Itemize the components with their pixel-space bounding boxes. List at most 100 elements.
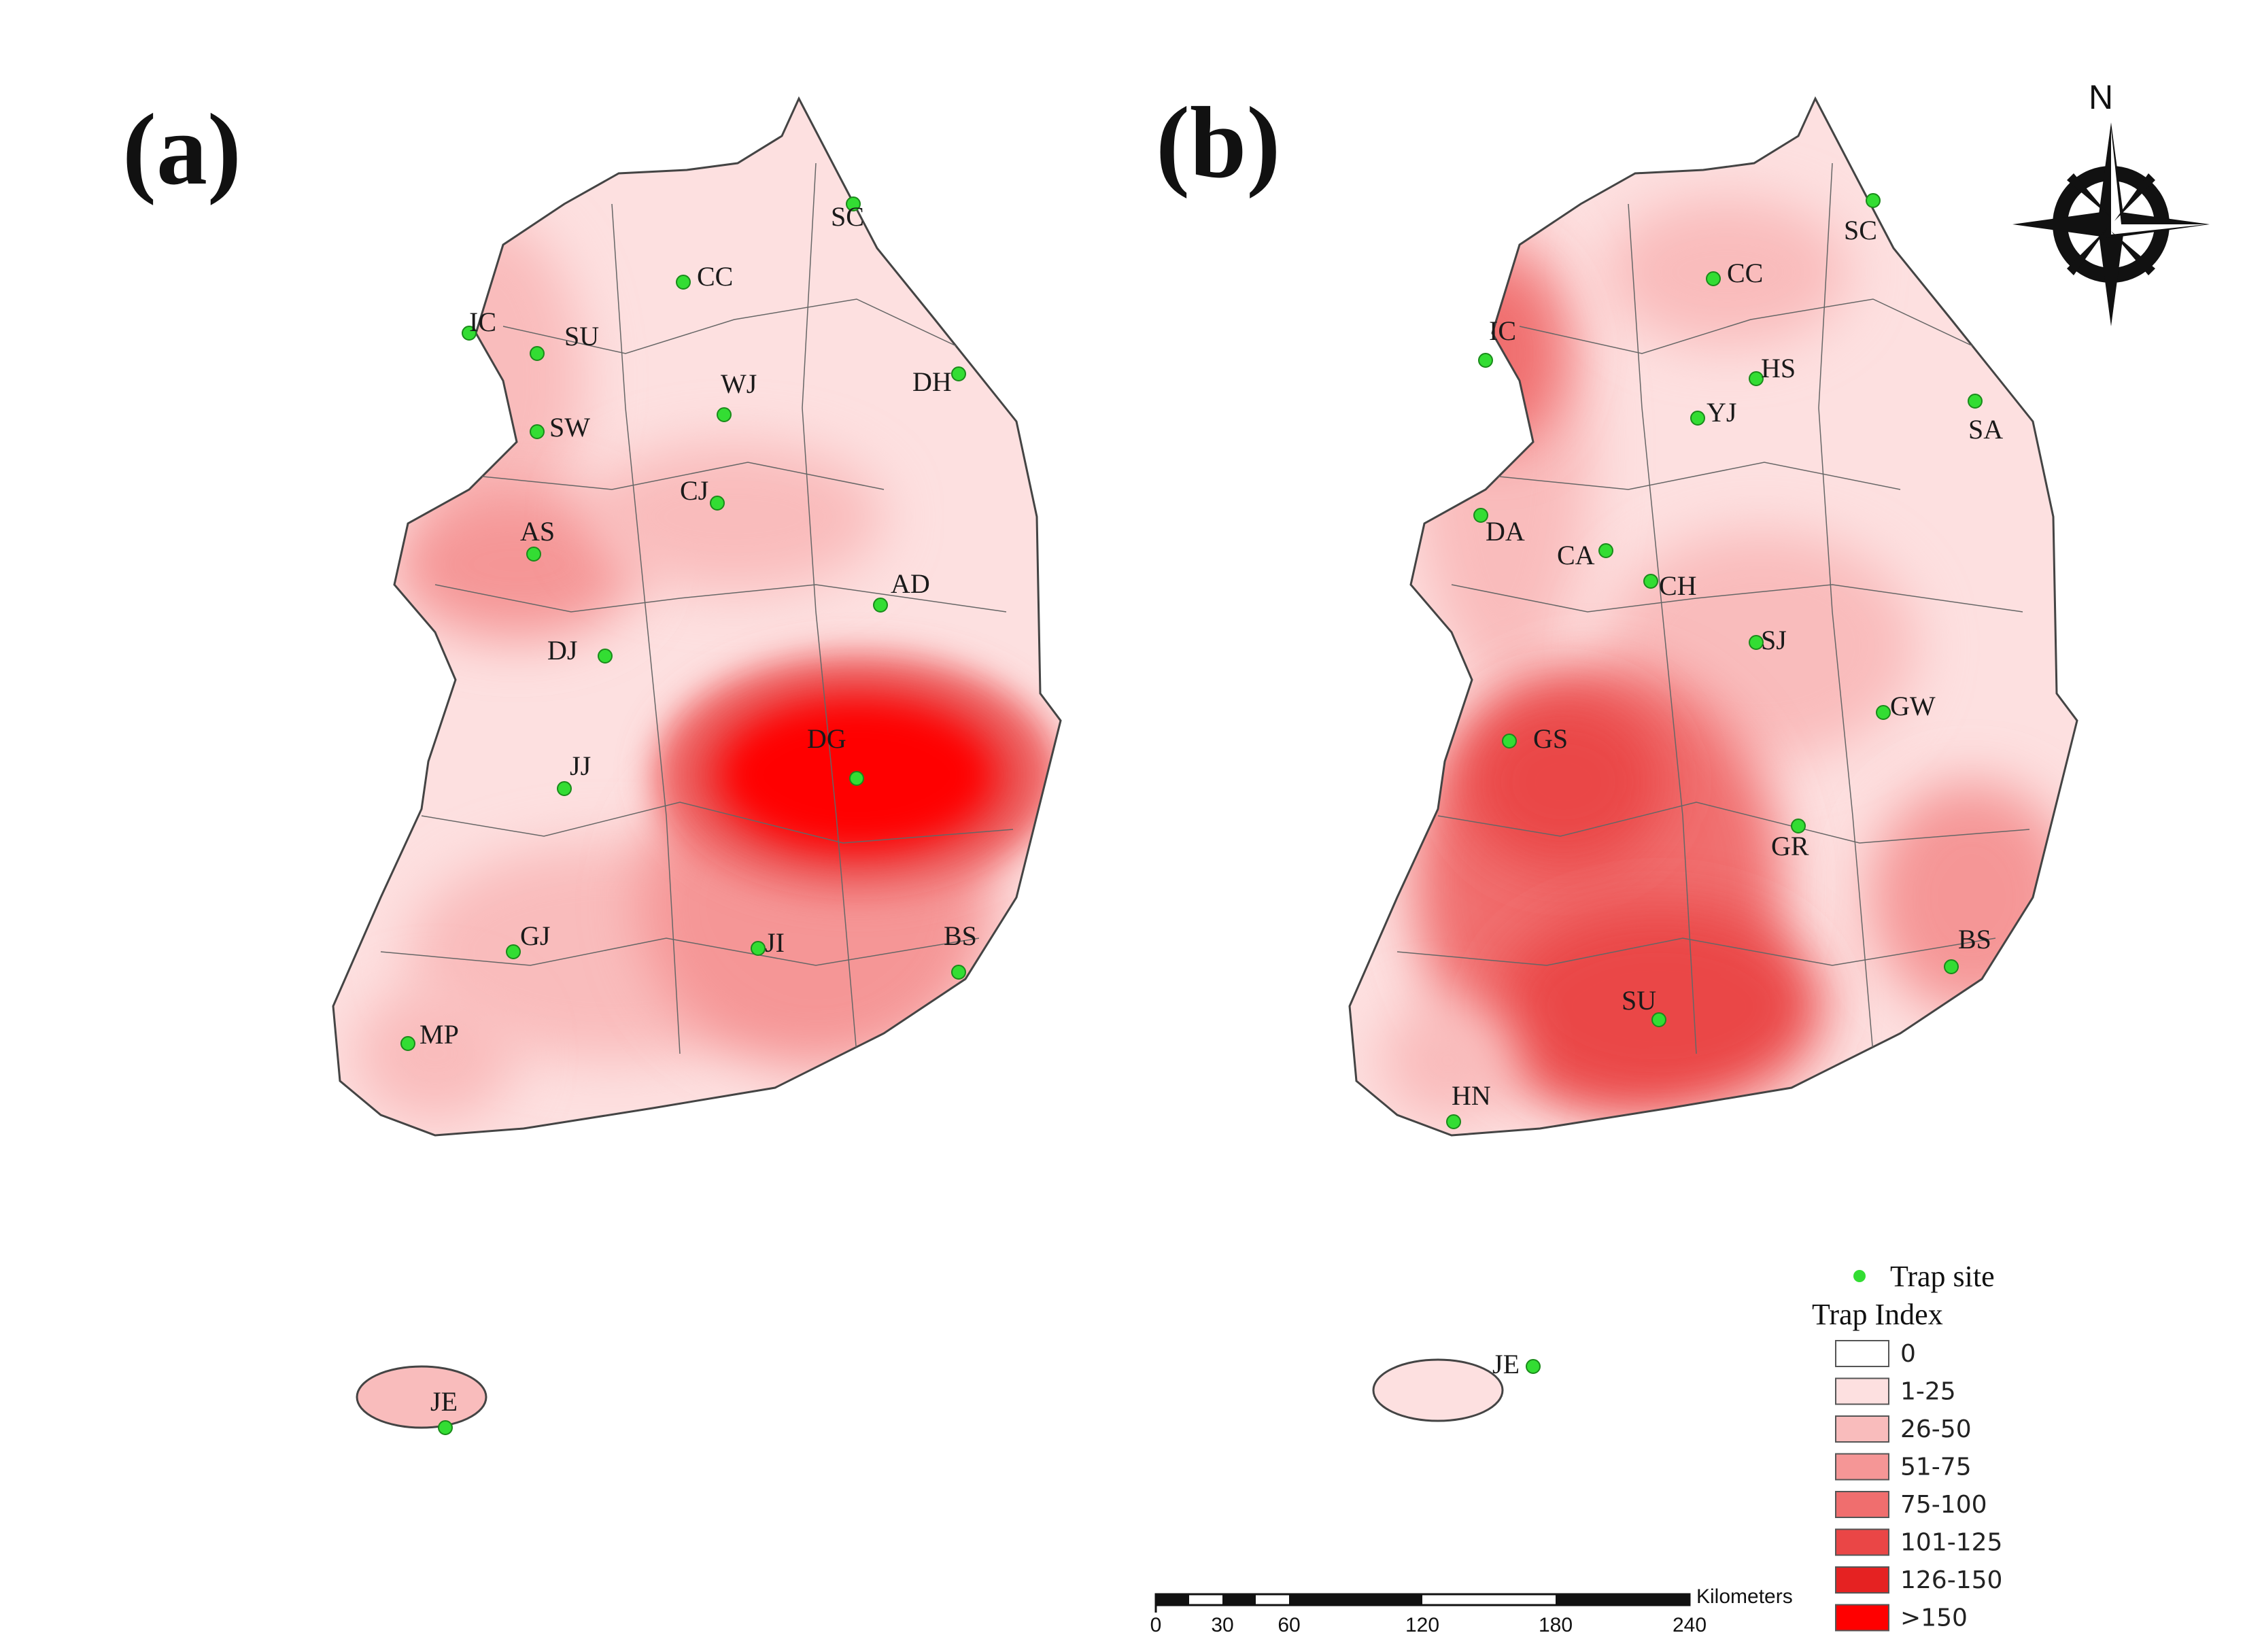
panel-b-trap-site-marker: [1791, 819, 1806, 833]
scale-unit: Kilometers: [1696, 1585, 1793, 1608]
legend-swatch: [1835, 1604, 1889, 1632]
panel-a-trap-sites: SC CC IC SU WJ DH SW CJ AS AD DJ DG JJ GJ JI BS MP JE: [400, 196, 977, 1435]
panel-a-site-label: GJ: [520, 920, 550, 951]
panel-b-trap-site-marker: [1944, 959, 1959, 974]
panel-b-letter: (b): [1156, 86, 1280, 199]
panel-b-trap-site-marker: [1643, 574, 1658, 589]
panel-a-site-label: AS: [520, 516, 555, 547]
scale-tick-label: 30: [1211, 1614, 1233, 1636]
panel-b-site-label: HN: [1452, 1080, 1491, 1111]
panel-b-site-label: CC: [1727, 258, 1763, 288]
panel-b-trap-site-marker: [1473, 508, 1488, 523]
panel-a-trap-site-marker: [530, 346, 545, 361]
panel-a-trap-site-marker: [526, 547, 541, 562]
panel-b-trap-site-marker: [1749, 371, 1764, 386]
panel-b-site-label: HS: [1761, 353, 1796, 383]
legend-swatch: [1835, 1377, 1889, 1405]
panel-b-trap-site-marker: [1478, 353, 1493, 368]
legend-title: Trap Index: [1812, 1298, 1943, 1331]
scale-tick-label: 0: [1150, 1614, 1162, 1636]
legend-classes: 0 1-25 26-50 51-75 75-100 101-125 126-150 >150: [1835, 1340, 2002, 1632]
legend-class-label: >150: [1900, 1604, 1968, 1632]
panel-a-site-label: BS: [944, 920, 977, 951]
panel-b-district-lines: [1396, 162, 2030, 1054]
legend-class-label: 51-75: [1900, 1453, 1972, 1481]
legend-class-label: 75-100: [1900, 1491, 1987, 1519]
panel-b-trap-site-marker: [1446, 1114, 1461, 1129]
north-arrow: N: [2012, 78, 2210, 326]
panel-a-site-label: SC: [831, 201, 864, 232]
panel-b-site-label: BS: [1958, 924, 1991, 954]
panel-b-site-label: SA: [1968, 414, 2003, 445]
panel-a-trap-site-marker: [951, 965, 966, 980]
panel-a-trap-site-marker: [530, 424, 545, 439]
scale-tick-label: 120: [1405, 1614, 1439, 1636]
legend-class-label: 126-150: [1900, 1566, 2002, 1594]
panel-a-site-label: JI: [765, 927, 785, 958]
panel-b-trap-site-marker: [1598, 543, 1613, 558]
panel-a-trap-site-marker: [951, 366, 966, 381]
panel-a-site-label: CC: [697, 261, 733, 292]
scale-ticks: 0 30 60 120 180 240: [1150, 1614, 1707, 1636]
panel-a-site-label: CJ: [680, 475, 708, 506]
legend-trap-site-label: Trap site: [1890, 1260, 1995, 1293]
panel-b-trap-site-marker: [1651, 1012, 1666, 1027]
legend-class-label: 1-25: [1900, 1378, 1956, 1406]
panel-a-district-lines: [380, 162, 1014, 1054]
panel-a-site-label: JJ: [570, 751, 591, 781]
panel-a-peninsula-outline: [332, 96, 1062, 1137]
panel-a-trap-site-marker: [751, 941, 766, 956]
legend-trap-site-marker: [1853, 1270, 1866, 1282]
scale-tick-label: 180: [1539, 1614, 1573, 1636]
panel-b-heat: [1350, 99, 2077, 1135]
legend-class-label: 0: [1900, 1340, 1916, 1368]
panel-a-site-label: WJ: [721, 368, 757, 399]
panel-a-trap-site-marker: [598, 649, 613, 664]
panel-b-site-label: DA: [1486, 516, 1525, 547]
panel-b-site-label: YJ: [1707, 397, 1736, 428]
panel-b-site-label: GW: [1890, 691, 1936, 721]
panel-b-trap-site-marker: [1526, 1359, 1541, 1374]
panel-b-map: (b): [1156, 86, 2078, 1422]
panel-a-site-label: DG: [807, 723, 846, 754]
panel-a-site-label: JE: [430, 1386, 458, 1417]
scale-bar: Kilometers 0 30 60 120 180 240: [1150, 1585, 1793, 1636]
panel-b-trap-site-marker: [1876, 705, 1891, 720]
panel-b-peninsula-outline: [1348, 96, 2078, 1137]
panel-a-trap-site-marker: [506, 944, 521, 959]
panel-b-site-label: SJ: [1761, 625, 1787, 655]
panel-b-trap-site-marker: [1968, 394, 1983, 409]
panel-b-trap-site-marker: [1866, 193, 1881, 208]
panel-b-site-label: IC: [1489, 315, 1516, 346]
panel-b-site-label: SU: [1622, 985, 1656, 1016]
panel-b-site-label: GS: [1533, 723, 1568, 754]
panel-b-trap-sites: SC CC IC HS YJ SA DA CA CH SJ GW GS GR BS SU HN JE: [1446, 193, 2003, 1379]
legend-swatch: [1835, 1453, 1889, 1481]
scale-tick-label: 60: [1278, 1614, 1300, 1636]
panel-a-trap-site-marker: [676, 275, 691, 290]
panel-a-site-label: MP: [419, 1019, 459, 1050]
panel-b-trap-site-marker: [1749, 635, 1764, 650]
legend-swatch: [1835, 1340, 1889, 1367]
legend-class-label: 26-50: [1900, 1415, 1972, 1443]
panel-b-site-label: JE: [1492, 1349, 1520, 1379]
panel-b-trap-site-marker: [1502, 734, 1517, 748]
panel-a-heat: [333, 99, 1061, 1135]
panel-a-site-label: SU: [564, 321, 599, 351]
legend-swatch: [1835, 1491, 1889, 1518]
panel-b-site-label: CA: [1557, 540, 1595, 570]
panel-b-site-label: GR: [1771, 831, 1809, 861]
panel-a-trap-site-marker: [400, 1036, 415, 1051]
panel-b-trap-site-marker: [1706, 271, 1721, 286]
panel-a-trap-site-marker: [710, 496, 725, 511]
panel-a-trap-site-marker: [557, 781, 572, 796]
panel-a-site-label: DJ: [547, 635, 577, 666]
legend: Trap site Trap Index 0 1-25 26-50 51-75 75-1…: [1812, 1260, 2002, 1632]
panel-b-trap-site-marker: [1690, 411, 1705, 426]
panel-a-site-label: DH: [912, 366, 952, 397]
panel-b-jeju-island: [1372, 1358, 1504, 1422]
legend-swatch: [1835, 1415, 1889, 1443]
panel-a-jeju-island: [356, 1365, 487, 1429]
panel-a-trap-site-marker: [873, 598, 888, 613]
